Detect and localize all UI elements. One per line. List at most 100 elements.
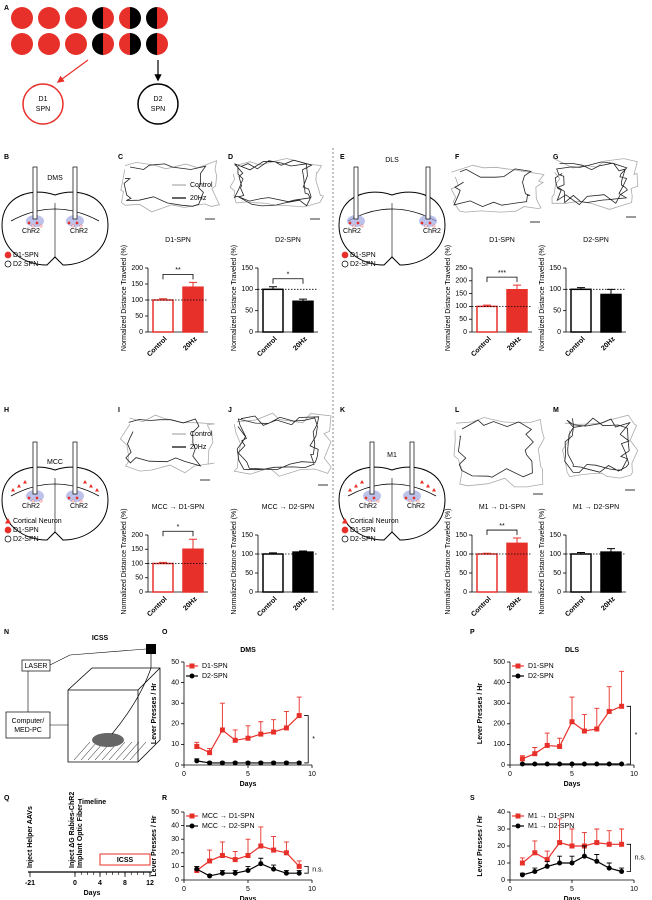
chart-title: M1 → D2-SPN	[573, 504, 619, 511]
chart-title: D2-SPN	[583, 237, 609, 244]
significance-label: n.s.	[312, 867, 323, 874]
legend-marker	[4, 535, 12, 543]
significance-bracket	[304, 866, 309, 874]
timeline-tick-label: 4	[98, 880, 102, 887]
y-tick-label: 50	[553, 308, 561, 315]
panel-letter: E	[340, 154, 345, 161]
legend-label: M1 → D1-SPN	[528, 813, 574, 820]
marker	[296, 760, 302, 766]
y-tick-label: 200	[493, 721, 505, 728]
trace-legend-label: 20Hz	[190, 195, 207, 202]
x-tick-label: Control	[470, 596, 493, 619]
x-tick-label: Control	[564, 596, 587, 619]
bar	[570, 553, 592, 593]
error-bar	[189, 538, 197, 550]
cell-dot	[360, 224, 364, 228]
cell-dot	[75, 221, 79, 225]
bar	[506, 542, 528, 593]
neuron-half	[130, 7, 141, 29]
y-tick-label: 100	[549, 551, 561, 558]
y-tick-label: 30	[497, 826, 505, 833]
panel-letter: N	[4, 629, 9, 636]
y-tick-label: 0	[463, 589, 467, 596]
trace	[123, 163, 207, 207]
y-tick-label: 100	[455, 303, 467, 310]
x-tick-label: 5	[570, 771, 574, 778]
cell-dot	[404, 496, 408, 500]
neuron	[38, 7, 60, 29]
x-tick-label: Control	[470, 336, 493, 359]
trace	[564, 417, 631, 473]
error-bar	[299, 550, 307, 553]
y-tick-label: 100	[131, 297, 143, 304]
optic-fiber	[72, 166, 78, 220]
region-label: MCC	[47, 459, 63, 466]
d2-cell	[137, 83, 179, 125]
grid-floor	[115, 741, 133, 761]
y-tick-label: 0	[501, 877, 505, 884]
marker	[194, 758, 200, 764]
injection	[66, 490, 84, 502]
x-tick-label: 5	[246, 771, 250, 778]
marker	[581, 728, 587, 734]
legend-marker	[189, 813, 195, 819]
significance-bracket	[304, 715, 309, 764]
error-bar	[557, 818, 563, 843]
neuron-half	[119, 33, 130, 55]
trace	[450, 164, 545, 213]
brain-legend-label: Cortical Neuron	[13, 518, 62, 525]
y-axis-label: Normalized Distance Traveled (%)	[445, 508, 452, 614]
cable	[111, 654, 152, 735]
cortical-neuron	[360, 480, 364, 484]
optic-fiber	[32, 441, 38, 495]
error-bar	[619, 828, 625, 845]
timeline-event: Implant Optic Fiber	[77, 804, 84, 868]
cell-dot	[364, 496, 368, 500]
neuron-half	[130, 33, 141, 55]
d2-label: SPN	[151, 106, 165, 113]
y-tick-label: 150	[455, 290, 467, 297]
cell-dot	[71, 499, 75, 503]
marker	[619, 703, 625, 709]
marker	[296, 863, 302, 869]
optic-fiber	[425, 166, 431, 220]
chart-title: DLS	[565, 647, 579, 654]
legend-marker	[5, 518, 11, 524]
x-tick-label: 0	[182, 886, 186, 893]
chr2-label: ChR2	[70, 228, 88, 235]
y-axis-label: Normalized Distance Traveled (%)	[231, 508, 238, 614]
computer-label: Computer/	[12, 718, 45, 725]
legend-marker	[342, 518, 348, 524]
marker	[606, 865, 612, 871]
significance-label: *	[287, 272, 290, 279]
significance-bracket	[486, 529, 518, 536]
marker	[207, 858, 213, 864]
bar	[600, 293, 622, 333]
marker	[219, 870, 225, 876]
cell-dot	[35, 496, 39, 500]
timeline-tick-label: -21	[25, 880, 35, 887]
marker	[271, 847, 277, 853]
y-tick-label: 100	[455, 551, 467, 558]
d1-label: D1	[39, 96, 48, 103]
marker	[606, 708, 612, 714]
commutator	[146, 644, 156, 654]
cortical-neuron	[420, 480, 424, 484]
error-bar	[619, 670, 625, 707]
marker	[258, 843, 264, 849]
x-tick-label: 20Hz	[506, 335, 523, 352]
legend-marker	[189, 673, 195, 679]
wire	[27, 671, 68, 726]
legend-marker	[189, 663, 195, 669]
marker	[581, 853, 587, 859]
cell-dot	[376, 499, 380, 503]
error-bar	[607, 288, 615, 295]
bar	[570, 288, 592, 333]
legend-marker	[341, 260, 349, 268]
significance-bracket	[272, 278, 304, 284]
error-bar	[299, 298, 307, 302]
bar	[182, 548, 204, 593]
y-tick-label: 150	[131, 281, 143, 288]
x-tick-label: 20Hz	[506, 595, 523, 612]
marker	[207, 873, 213, 879]
